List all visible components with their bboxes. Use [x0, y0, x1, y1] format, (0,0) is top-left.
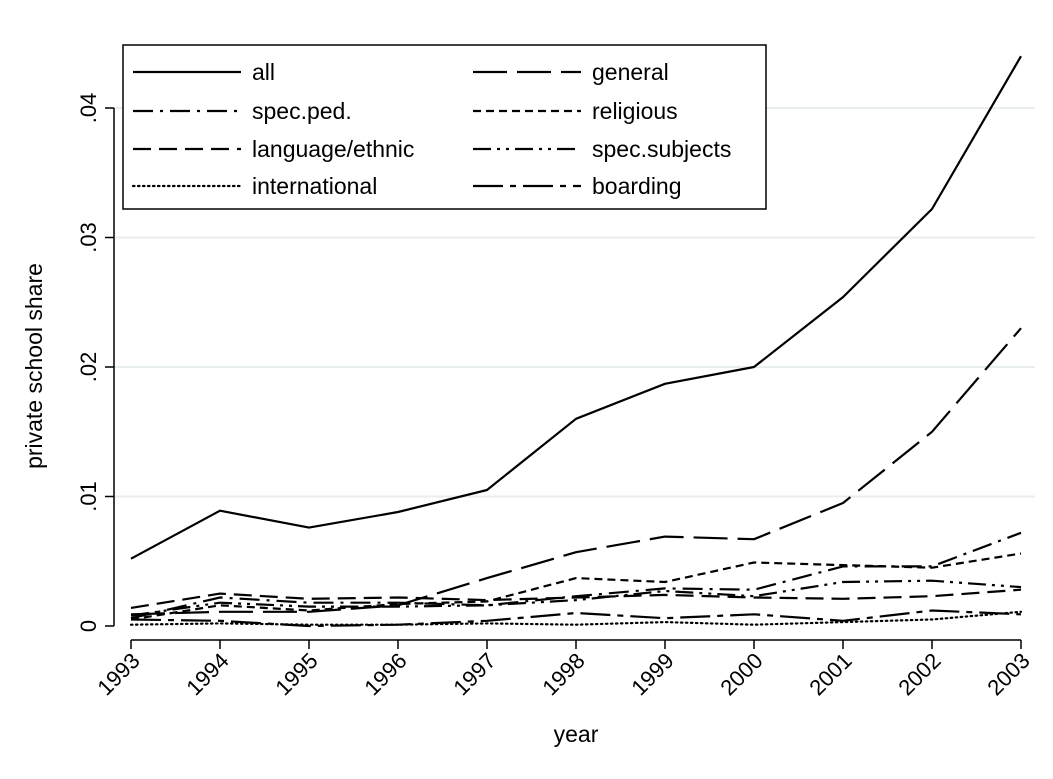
legend-label: spec.ped.	[252, 98, 352, 124]
y-tick-label: 0	[76, 620, 101, 632]
series-line-boarding	[130, 609, 1022, 628]
y-axis-title: private school share	[21, 263, 47, 469]
x-tick-label: 2003	[982, 648, 1034, 700]
x-tick-label: 1997	[448, 648, 500, 700]
legend: all general spec.ped. religious language/eth…	[122, 44, 767, 210]
ticks: 1993 1994 1995 1996 1997 1998 1999 2000 2001 2002…	[76, 93, 1035, 701]
series-lines	[129, 55, 1023, 628]
series-line-language-ethnic	[130, 588, 1022, 609]
legend-label: spec.subjects	[592, 136, 731, 162]
x-tick-label: 1994	[181, 648, 233, 700]
series-line-general	[130, 327, 1022, 616]
legend-label: international	[252, 173, 377, 199]
legend-label: boarding	[592, 173, 682, 199]
x-tick-label: 1999	[626, 648, 678, 700]
y-tick-label: .02	[76, 352, 101, 383]
x-axis-title: year	[554, 721, 599, 747]
series-line-spec-subjects	[130, 579, 1022, 617]
y-tick-label: .01	[76, 481, 101, 512]
legend-label: general	[592, 59, 669, 85]
legend-label: religious	[592, 98, 678, 124]
legend-label: language/ethnic	[252, 136, 414, 162]
x-tick-label: 2001	[804, 648, 856, 700]
y-tick-label: .04	[76, 93, 101, 124]
series-line-international	[129, 610, 1023, 626]
legend-label: all	[252, 59, 275, 85]
series-line-religious	[130, 552, 1022, 621]
x-tick-label: 1996	[359, 648, 411, 700]
x-tick-label: 2000	[715, 648, 767, 700]
x-tick-label: 1998	[537, 648, 589, 700]
x-tick-label: 1993	[92, 648, 144, 700]
x-tick-label: 1995	[270, 648, 322, 700]
x-tick-label: 2002	[893, 648, 945, 700]
series-line-all	[130, 55, 1022, 560]
y-tick-label: .03	[76, 222, 101, 253]
